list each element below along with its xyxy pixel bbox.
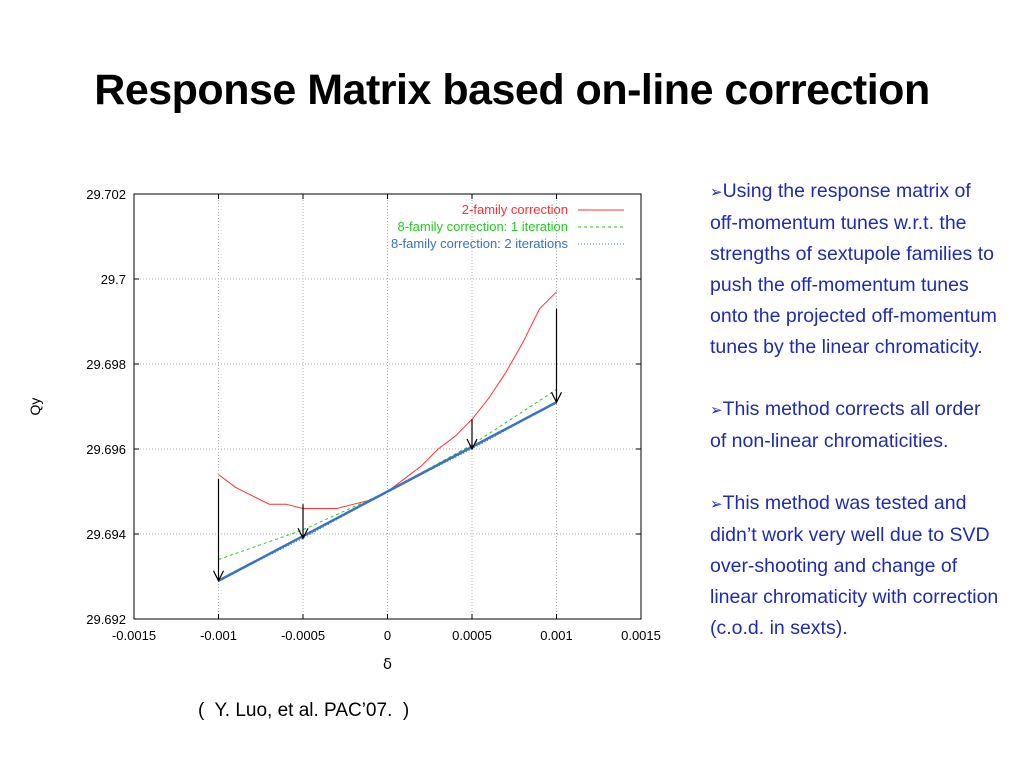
y-axis-label: Qy	[27, 398, 43, 416]
x-tick-label: -0.001	[200, 628, 237, 643]
y-tick-label: 29.692	[86, 612, 126, 627]
series-line-1	[218, 291, 557, 509]
bullet-item: ➢Using the response matrix of off-moment…	[710, 176, 1000, 363]
y-tick-label: 29.696	[86, 442, 126, 457]
chart-annotations	[212, 308, 563, 583]
y-tick-label: 29.702	[86, 187, 126, 202]
slide-title: Response Matrix based on-line correction	[94, 66, 930, 114]
y-tick-label: 29.7	[101, 272, 126, 287]
correction-arrowhead	[466, 438, 478, 451]
qy-vs-delta-chart: 29.692 29.694 29.696 29.698 29.7 29.702 -0.001…	[27, 187, 661, 673]
y-tick-label: 29.698	[86, 357, 126, 372]
arrow-bullet-icon: ➢	[710, 402, 723, 419]
series-line-3	[218, 401, 557, 582]
x-tick-label: 0.0005	[452, 628, 492, 643]
arrow-bullet-icon: ➢	[710, 496, 723, 513]
x-tick-label: 0	[384, 628, 391, 643]
x-tick-label: 0.0015	[621, 628, 661, 643]
y-tick-label: 29.694	[86, 527, 126, 542]
x-axis-label: δ	[383, 655, 392, 673]
bullet-item: ➢This method corrects all order of non-l…	[710, 394, 1000, 457]
x-tick-label: 0.001	[540, 628, 573, 643]
chart-legend: 2-family correction 8-family correction: …	[391, 202, 624, 251]
bullet-text: Using the response matrix of off-momentu…	[710, 180, 997, 358]
arrow-bullet-icon: ➢	[710, 184, 723, 201]
linear-chromaticity-line	[217, 401, 558, 582]
x-tick-label: -0.0005	[281, 628, 325, 643]
correction-arrowhead	[297, 527, 309, 540]
bullet-item: ➢This method was tested and didn’t work …	[710, 488, 1000, 644]
legend-label-2: 8-family correction: 1 iteration	[397, 219, 568, 234]
bullet-list: ➢Using the response matrix of off-moment…	[710, 176, 1000, 675]
chart-ticks: 29.692 29.694 29.696 29.698 29.7 29.702 -0.001…	[86, 187, 661, 643]
correction-arrowhead	[550, 391, 563, 404]
legend-label-3: 8-family correction: 2 iterations	[391, 236, 569, 251]
bullet-text: This method corrects all order of non-li…	[710, 398, 981, 452]
legend-label-1: 2-family correction	[462, 202, 568, 217]
x-tick-label: -0.0015	[112, 628, 156, 643]
chart-grid	[133, 193, 642, 620]
bullet-text: This method was tested and didn’t work v…	[710, 492, 999, 639]
citation: ( Y. Luo, et al. PAC’07. )	[198, 700, 410, 721]
correction-arrowhead	[212, 570, 225, 583]
